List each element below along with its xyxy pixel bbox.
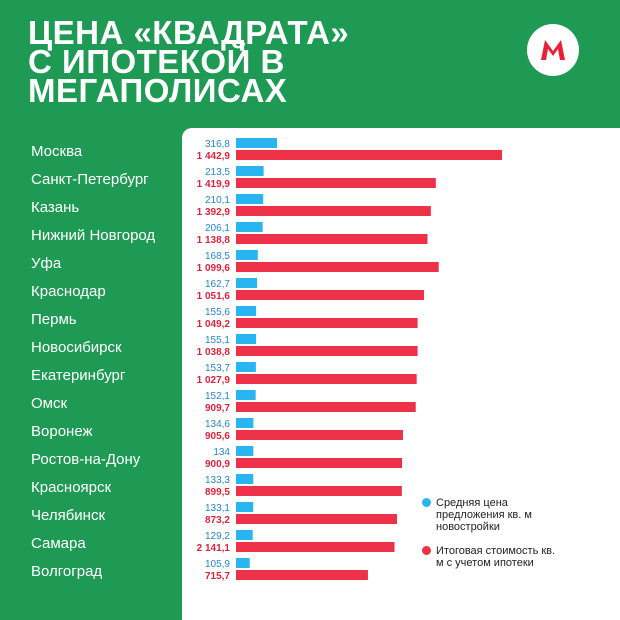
city-label: Санкт-Петербург <box>31 171 149 188</box>
value-label-average-price: 155,1 <box>205 335 230 346</box>
bar-average-price <box>236 334 257 344</box>
bar-total-cost <box>236 318 418 328</box>
city-label: Екатеринбург <box>31 367 126 384</box>
value-label-average-price: 210,1 <box>205 195 230 206</box>
bar-total-cost <box>236 458 403 468</box>
value-label-total-cost: 873,2 <box>205 515 230 526</box>
bar-total-cost <box>236 262 439 272</box>
city-label: Омск <box>31 395 68 412</box>
legend-dot-red <box>422 546 431 555</box>
value-label-average-price: 133,1 <box>205 503 230 514</box>
bar-average-price <box>236 446 254 456</box>
title-line-2: С ИПОТЕКОЙ В <box>28 43 285 80</box>
bar-total-cost <box>236 178 436 188</box>
legend-label: Итоговая стоимость кв. м с учетом ипотек… <box>436 545 556 569</box>
bar-average-price <box>236 362 256 372</box>
city-label: Самара <box>31 535 86 552</box>
bar-total-cost <box>236 374 417 384</box>
value-label-average-price: 133,3 <box>205 475 230 486</box>
bar-total-cost <box>236 542 395 552</box>
legend-dot-blue <box>422 498 431 507</box>
value-label-total-cost: 909,7 <box>205 403 230 414</box>
bar-total-cost <box>236 430 403 440</box>
value-label-average-price: 206,1 <box>205 223 230 234</box>
bar-total-cost <box>236 570 368 580</box>
value-label-average-price: 105,9 <box>205 559 230 570</box>
value-label-average-price: 152,1 <box>205 391 230 402</box>
value-label-average-price: 134 <box>213 447 230 458</box>
bar-total-cost <box>236 514 397 524</box>
bar-total-cost <box>236 206 431 216</box>
value-label-total-cost: 1 049,2 <box>197 319 231 330</box>
value-label-total-cost: 1 442,9 <box>197 151 231 162</box>
value-label-average-price: 213,5 <box>205 167 230 178</box>
value-label-average-price: 153,7 <box>205 363 230 374</box>
value-label-total-cost: 1 038,8 <box>197 347 231 358</box>
value-label-total-cost: 899,5 <box>205 487 230 498</box>
city-label: Новосибирск <box>31 339 122 356</box>
city-label: Уфа <box>31 255 62 272</box>
bar-average-price <box>236 418 254 428</box>
bar-average-price <box>236 250 258 260</box>
bar-average-price <box>236 166 264 176</box>
value-label-total-cost: 715,7 <box>205 571 230 582</box>
value-label-total-cost: 900,9 <box>205 459 230 470</box>
value-label-total-cost: 1 099,6 <box>197 263 231 274</box>
city-label: Ростов-на-Дону <box>31 451 141 468</box>
value-label-average-price: 162,7 <box>205 279 230 290</box>
value-label-average-price: 134,6 <box>205 419 230 430</box>
value-label-total-cost: 1 138,8 <box>197 235 231 246</box>
value-label-average-price: 168,5 <box>205 251 230 262</box>
bar-total-cost <box>236 402 416 412</box>
city-label: Москва <box>31 143 83 160</box>
title-line-3: МЕГАПОЛИСАХ <box>28 72 288 109</box>
value-label-average-price: 129,2 <box>205 531 230 542</box>
city-label: Челябинск <box>31 507 106 524</box>
m-logo-glyph <box>541 40 565 60</box>
bar-total-cost <box>236 346 418 356</box>
city-label: Краснодар <box>31 283 106 300</box>
page-title: ЦЕНА «КВАДРАТА» С ИПОТЕКОЙ В МЕГАПОЛИСАХ <box>28 14 508 109</box>
value-label-average-price: 316,8 <box>205 139 230 150</box>
bar-total-cost <box>236 290 425 300</box>
value-label-total-cost: 2 141,1 <box>197 543 231 554</box>
bar-average-price <box>236 502 254 512</box>
bar-total-cost <box>236 150 502 160</box>
bar-average-price <box>236 138 277 148</box>
bar-average-price <box>236 222 263 232</box>
city-label: Красноярск <box>31 479 112 496</box>
m-logo-icon <box>527 24 579 76</box>
value-label-average-price: 155,6 <box>205 307 230 318</box>
bar-average-price <box>236 474 254 484</box>
city-label: Волгоград <box>31 563 103 580</box>
value-label-total-cost: 905,6 <box>205 431 230 442</box>
value-label-total-cost: 1 419,9 <box>197 179 231 190</box>
bar-total-cost <box>236 234 428 244</box>
bar-average-price <box>236 194 264 204</box>
bar-average-price <box>236 306 257 316</box>
title-line-1: ЦЕНА «КВАДРАТА» <box>28 14 350 51</box>
bar-total-cost <box>236 486 402 496</box>
bar-average-price <box>236 278 258 288</box>
bar-average-price <box>236 530 253 540</box>
legend-label: Средняя цена предложения кв. м новострой… <box>436 497 532 533</box>
value-label-total-cost: 1 392,9 <box>197 207 231 218</box>
value-label-total-cost: 1 027,9 <box>197 375 231 386</box>
value-label-total-cost: 1 051,6 <box>197 291 231 302</box>
bar-average-price <box>236 558 250 568</box>
city-label: Нижний Новгород <box>31 227 156 244</box>
bar-average-price <box>236 390 256 400</box>
city-label: Пермь <box>31 311 77 328</box>
city-label: Воронеж <box>31 423 93 440</box>
city-label: Казань <box>31 199 80 216</box>
